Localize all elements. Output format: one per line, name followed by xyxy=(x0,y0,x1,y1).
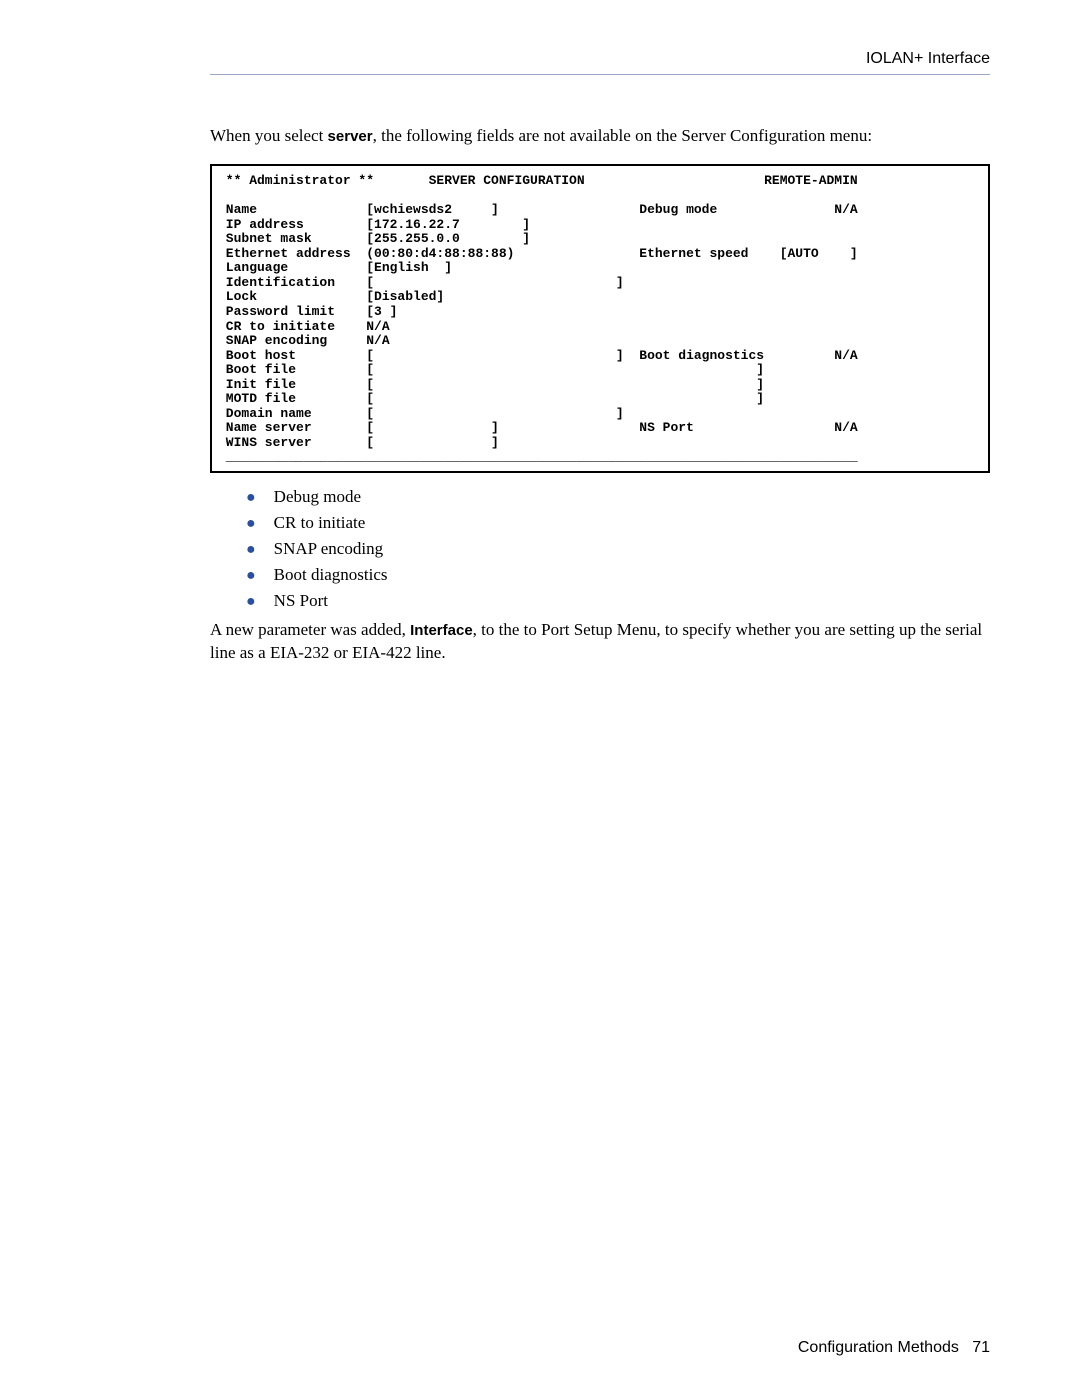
footer-page: 71 xyxy=(972,1339,990,1356)
para2-pre: A new parameter was added, xyxy=(210,620,410,639)
bullet-list: ● Debug mode ● CR to initiate ● SNAP encoding… xyxy=(246,487,990,611)
bullet-dot-icon: ● xyxy=(246,594,256,610)
para2-bold: Interface xyxy=(410,622,473,639)
bullet-item: ● Boot diagnostics xyxy=(246,565,990,585)
page: IOLAN+ Interface When you select server,… xyxy=(0,0,1080,1397)
header-title: IOLAN+ Interface xyxy=(866,50,990,67)
bullet-text: Boot diagnostics xyxy=(274,565,388,585)
terminal-text: ** Administrator ** SERVER CONFIGURATION… xyxy=(218,174,982,465)
page-footer: Configuration Methods 71 xyxy=(798,1339,990,1357)
intro-pre: When you select xyxy=(210,126,328,145)
bullet-item: ● CR to initiate xyxy=(246,513,990,533)
bullet-item: ● Debug mode xyxy=(246,487,990,507)
bullet-item: ● NS Port xyxy=(246,591,990,611)
content: When you select server, the following fi… xyxy=(210,125,990,665)
terminal-screenshot: ** Administrator ** SERVER CONFIGURATION… xyxy=(210,164,990,473)
intro-post: , the following fields are not available… xyxy=(373,126,872,145)
bullet-dot-icon: ● xyxy=(246,516,256,532)
bullet-text: SNAP encoding xyxy=(274,539,383,559)
bullet-text: NS Port xyxy=(274,591,328,611)
bullet-text: Debug mode xyxy=(274,487,361,507)
page-header: IOLAN+ Interface xyxy=(210,50,990,75)
intro-bold: server xyxy=(328,128,373,145)
bullet-dot-icon: ● xyxy=(246,542,256,558)
footer-section: Configuration Methods xyxy=(798,1339,959,1356)
bullet-dot-icon: ● xyxy=(246,568,256,584)
bullet-text: CR to initiate xyxy=(274,513,366,533)
bullet-item: ● SNAP encoding xyxy=(246,539,990,559)
intro-paragraph: When you select server, the following fi… xyxy=(210,125,990,147)
interface-paragraph: A new parameter was added, Interface, to… xyxy=(210,619,990,665)
bullet-dot-icon: ● xyxy=(246,490,256,506)
